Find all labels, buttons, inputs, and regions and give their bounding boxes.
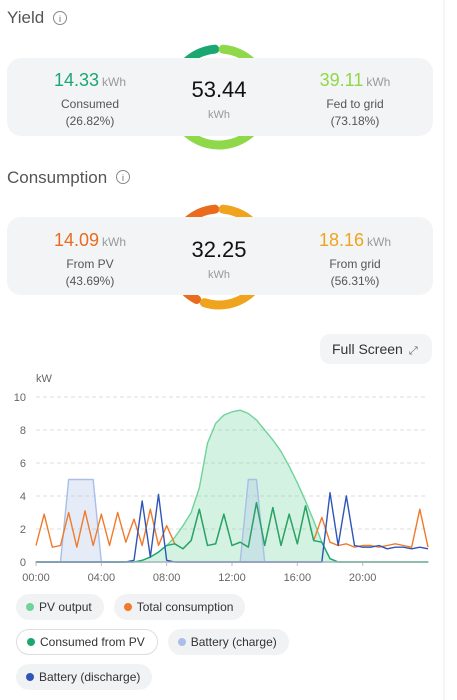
summary-item: 14.33 kWh Consumed (26.82%) xyxy=(25,70,155,128)
y-tick-label: 2 xyxy=(20,524,26,536)
ring-center: 32.25 kWh xyxy=(164,237,274,281)
legend-item[interactable]: Total consumption xyxy=(113,594,246,620)
share: (73.18%) xyxy=(330,114,380,128)
legend-label: Battery (charge) xyxy=(190,635,277,649)
legend-item[interactable]: Battery (discharge) xyxy=(16,664,153,690)
legend-label: Battery (discharge) xyxy=(39,670,141,684)
info-icon-glyph: i xyxy=(122,173,124,183)
x-tick-label: 12:00 xyxy=(218,572,246,584)
yield-card xyxy=(7,58,433,136)
share: (43.69%) xyxy=(65,274,115,288)
y-tick-label: 4 xyxy=(20,491,26,503)
summary-item: 39.11 kWh Fed to grid (73.18%) xyxy=(290,70,420,128)
legend: PV output Total consumption Consumed from … xyxy=(16,594,316,690)
value: 18.16 xyxy=(318,230,365,250)
info-icon[interactable] xyxy=(53,11,67,25)
x-tick-label: 04:00 xyxy=(88,572,116,584)
legend-item[interactable]: PV output xyxy=(16,594,104,620)
legend-label: Consumed from PV xyxy=(40,635,145,649)
unit: kWh xyxy=(366,75,391,89)
legend-label: Total consumption xyxy=(136,600,234,614)
y-tick-label: 8 xyxy=(20,425,26,437)
x-tick-label: 16:00 xyxy=(284,572,312,584)
value: 14.33 xyxy=(53,70,100,90)
y-tick-label: 0 xyxy=(20,557,26,569)
value: 39.11 xyxy=(319,70,364,90)
label: From PV xyxy=(66,257,114,271)
unit: kWh xyxy=(102,235,127,249)
legend-swatch xyxy=(26,603,34,611)
ring-center: 53.44 kWh xyxy=(164,77,274,121)
legend-item[interactable]: Battery (charge) xyxy=(167,629,289,655)
y-tick-label: 10 xyxy=(14,392,26,404)
value-line: 39.11 kWh xyxy=(290,70,420,91)
value-line: 14.33 kWh xyxy=(25,70,155,91)
share: (56.31%) xyxy=(330,274,380,288)
x-tick-label: 20:00 xyxy=(349,572,377,584)
consumption-card xyxy=(7,217,433,295)
value-line: 14.09 kWh xyxy=(25,230,155,251)
total-unit: kWh xyxy=(208,109,230,121)
total-unit: kWh xyxy=(208,269,230,281)
legend-item[interactable]: Consumed from PV xyxy=(16,629,158,655)
summary-item: 14.09 kWh From PV (43.69%) xyxy=(25,230,155,288)
summary-item: 18.16 kWh From grid (56.31%) xyxy=(290,230,420,288)
value-line: 18.16 kWh xyxy=(290,230,420,251)
legend-swatch xyxy=(177,638,186,646)
section-title: Yield xyxy=(7,8,45,27)
full-screen-button[interactable]: Full Screen ⤢ xyxy=(320,334,432,364)
legend-swatch xyxy=(26,673,34,681)
total-value: 32.25 xyxy=(191,237,247,262)
section-title: Consumption xyxy=(7,168,108,187)
legend-swatch xyxy=(123,603,132,611)
x-tick-label: 00:00 xyxy=(22,572,50,584)
value: 14.09 xyxy=(53,230,100,250)
info-icon[interactable] xyxy=(116,170,130,184)
total-value: 53.44 xyxy=(191,77,247,102)
share: (26.82%) xyxy=(65,114,115,128)
x-tick-label: 08:00 xyxy=(153,572,181,584)
unit: kWh xyxy=(367,235,392,249)
y-axis-label: kW xyxy=(36,373,53,385)
expand-icon: ⤢ xyxy=(408,345,418,357)
legend-swatch xyxy=(27,638,35,646)
label: From grid xyxy=(329,257,381,271)
label: Fed to grid xyxy=(326,97,384,111)
label: Consumed xyxy=(60,97,120,111)
y-tick-label: 6 xyxy=(20,458,26,470)
unit: kWh xyxy=(102,75,127,89)
button-label: Full Screen xyxy=(332,341,403,357)
info-icon-glyph: i xyxy=(59,14,61,24)
legend-label: PV output xyxy=(39,600,92,614)
